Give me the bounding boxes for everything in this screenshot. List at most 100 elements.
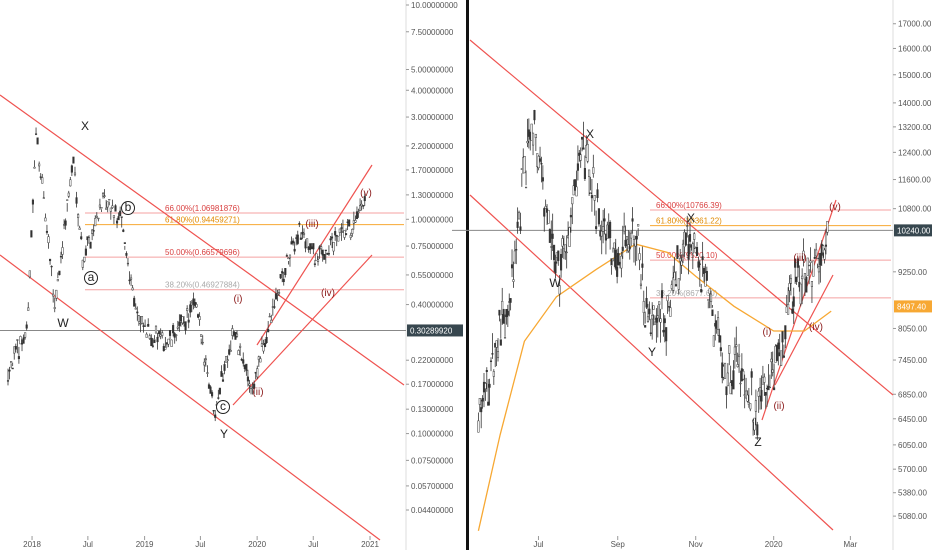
candle-body bbox=[574, 179, 577, 191]
candle-body bbox=[764, 391, 767, 396]
x-tick-label: Sep bbox=[611, 540, 626, 549]
candle-body bbox=[539, 158, 542, 162]
candle-body bbox=[299, 237, 302, 240]
candle-body bbox=[756, 424, 759, 436]
candle-body bbox=[274, 293, 278, 300]
candle-body bbox=[200, 334, 203, 337]
candle-body bbox=[662, 329, 665, 333]
y-tick-label: 5.00000000 bbox=[411, 66, 454, 75]
candle-body bbox=[11, 367, 14, 370]
candle-body bbox=[709, 293, 713, 303]
x-tick-label: Jul bbox=[308, 540, 318, 549]
candle-body bbox=[293, 248, 296, 252]
candle-body bbox=[695, 246, 699, 256]
candle-body bbox=[332, 241, 335, 252]
candle-body bbox=[750, 371, 753, 378]
y-tick-label: 0.13000000 bbox=[411, 405, 454, 414]
candle-body bbox=[340, 227, 343, 229]
candle-body bbox=[239, 345, 242, 348]
ma-price-box bbox=[894, 300, 932, 313]
candle-body bbox=[515, 249, 518, 251]
candle-body bbox=[614, 249, 617, 269]
candle-body bbox=[537, 155, 540, 169]
wave-label: W bbox=[57, 316, 69, 330]
candle-body bbox=[161, 332, 164, 336]
candle-body bbox=[510, 264, 514, 269]
candle-body bbox=[338, 228, 341, 233]
candle-body bbox=[823, 249, 826, 260]
y-tick-label: 6050.00 bbox=[898, 441, 927, 450]
candle-body bbox=[30, 230, 33, 238]
candle-body bbox=[795, 276, 798, 283]
candle-body bbox=[702, 268, 706, 274]
candle-body bbox=[592, 167, 595, 174]
x-tick-label: 2020 bbox=[248, 540, 266, 549]
candle-body bbox=[812, 260, 815, 277]
candle-body bbox=[547, 210, 550, 224]
candle-body bbox=[698, 263, 701, 265]
candle-body bbox=[153, 339, 156, 343]
candle-body bbox=[363, 196, 366, 202]
candle-body bbox=[637, 224, 640, 227]
candle-body bbox=[348, 219, 351, 227]
candle-body bbox=[586, 144, 589, 162]
candle-body bbox=[67, 192, 70, 197]
y-tick-label: 10.00000000 bbox=[411, 1, 458, 10]
candle-body bbox=[249, 386, 253, 389]
candle-body bbox=[777, 342, 780, 350]
candle-body bbox=[582, 147, 585, 150]
candle-body bbox=[680, 260, 683, 266]
candle-body bbox=[480, 407, 483, 413]
y-tick-label: 0.55000000 bbox=[411, 271, 454, 280]
candle-body bbox=[789, 278, 792, 284]
candle-body bbox=[641, 263, 644, 268]
candle-body bbox=[282, 278, 285, 283]
wave-label-circle bbox=[216, 400, 230, 414]
candle-body bbox=[519, 226, 522, 231]
candle-body bbox=[708, 288, 711, 294]
candle-body bbox=[276, 294, 279, 296]
candle-body bbox=[197, 314, 200, 318]
candle-body bbox=[746, 394, 749, 402]
candle-body bbox=[20, 343, 24, 345]
candle-body bbox=[735, 344, 738, 347]
candle-body bbox=[534, 133, 537, 138]
candle-body bbox=[16, 339, 19, 341]
candle-body bbox=[813, 257, 816, 259]
current-price-label: 0.30289920 bbox=[410, 326, 453, 335]
wave-label: c bbox=[220, 399, 226, 413]
candle-body bbox=[298, 223, 301, 225]
candle-body bbox=[666, 295, 669, 302]
candle-body bbox=[187, 319, 190, 323]
candle-body bbox=[13, 346, 16, 354]
x-tick-label: 2021 bbox=[361, 540, 379, 549]
candle-body bbox=[824, 244, 828, 247]
candle-body bbox=[674, 284, 678, 287]
candle-body bbox=[237, 350, 240, 356]
wave-label: Y bbox=[220, 427, 228, 441]
wave-label: X bbox=[81, 119, 89, 133]
candle-body bbox=[281, 271, 284, 274]
candle-body bbox=[59, 256, 63, 258]
candle-body bbox=[517, 211, 521, 220]
wave-label-circle bbox=[121, 201, 135, 215]
candle-body bbox=[485, 370, 488, 372]
candle-body bbox=[28, 270, 31, 278]
candle-body bbox=[39, 176, 42, 178]
candle-body bbox=[576, 163, 579, 171]
y-tick-label: 0.04400000 bbox=[411, 506, 454, 515]
candle-body bbox=[526, 141, 529, 144]
candle-body bbox=[362, 205, 365, 207]
candle-body bbox=[628, 246, 631, 250]
candle-body bbox=[345, 233, 348, 236]
candle-body bbox=[540, 163, 543, 165]
candle-body bbox=[616, 266, 619, 277]
candle-body bbox=[681, 243, 685, 256]
candle-body bbox=[248, 383, 251, 386]
candle-body bbox=[597, 208, 600, 225]
candle-body bbox=[499, 339, 502, 346]
candle-body bbox=[72, 156, 75, 164]
candle-body bbox=[147, 323, 150, 327]
wave-label: (iii) bbox=[793, 253, 806, 264]
candle-body bbox=[148, 335, 151, 339]
